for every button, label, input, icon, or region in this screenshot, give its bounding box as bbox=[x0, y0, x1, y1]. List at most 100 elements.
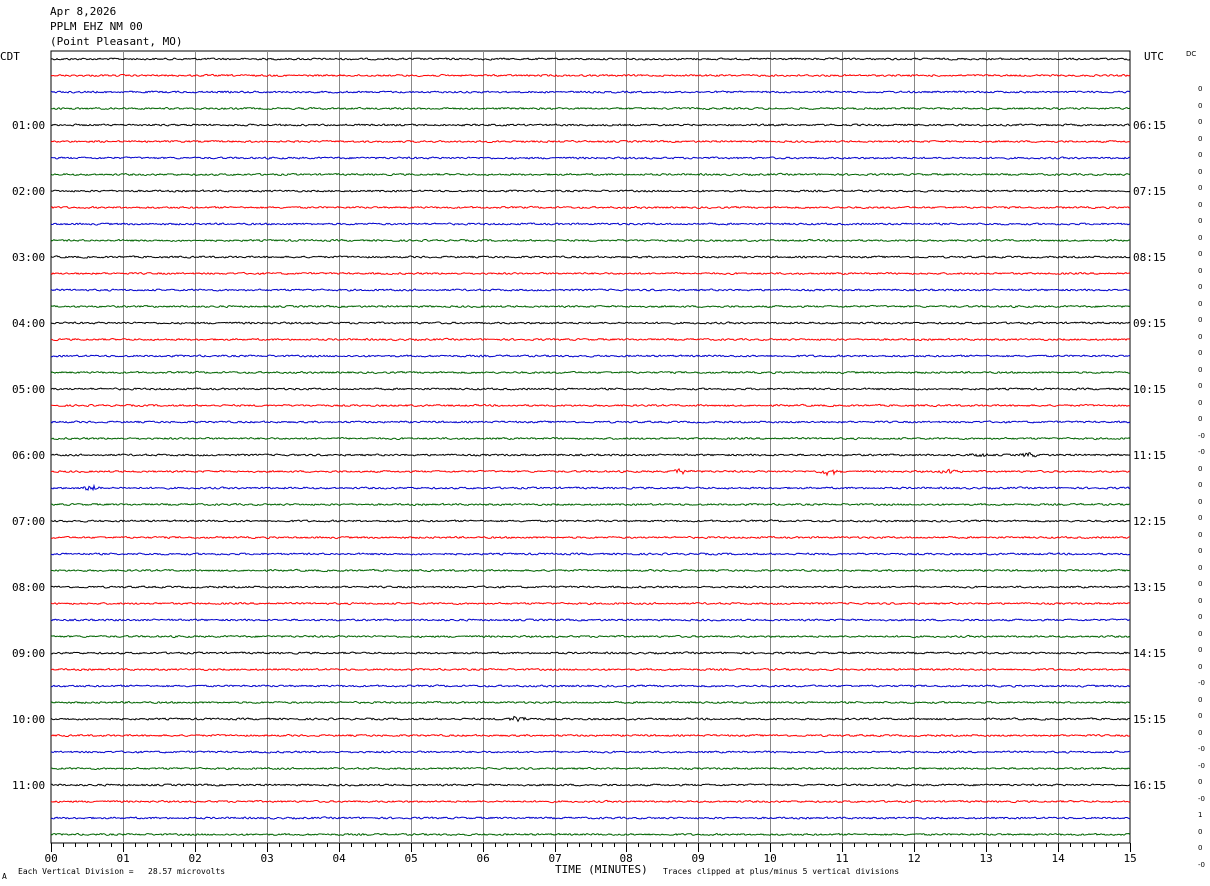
dc-offset-value: 0 bbox=[1198, 316, 1203, 324]
local-time-label: 05:00 bbox=[12, 383, 46, 396]
x-tick-label: 05 bbox=[404, 852, 418, 865]
trace-line bbox=[50, 651, 1131, 655]
dc-offset-value: 0 bbox=[1198, 151, 1203, 159]
right-timezone-label: UTC bbox=[1144, 50, 1164, 63]
dc-offset-value: 0 bbox=[1198, 629, 1203, 638]
dc-offset-header: DC bbox=[1186, 50, 1197, 58]
x-tick-label: 10 bbox=[763, 852, 777, 865]
dc-offset-value: 0 bbox=[1198, 728, 1203, 737]
trace-line bbox=[50, 304, 1131, 309]
plot-frame bbox=[50, 50, 1131, 844]
trace-line bbox=[50, 483, 1131, 492]
x-tick-label: 12 bbox=[907, 852, 921, 865]
trace-line bbox=[50, 238, 1131, 243]
trace-line bbox=[50, 172, 1131, 177]
trace-line bbox=[50, 816, 1131, 820]
dc-offset-value: 0 bbox=[1198, 827, 1203, 836]
local-time-label: 02:00 bbox=[12, 185, 46, 198]
local-time-label: 09:00 bbox=[12, 647, 46, 660]
trace-line bbox=[50, 468, 1131, 477]
utc-time-label: 14:15 bbox=[1133, 647, 1167, 660]
clip-note: Traces clipped at plus/minus 5 vertical … bbox=[663, 867, 900, 876]
dc-offset-value: 0 bbox=[1198, 662, 1203, 671]
trace-line bbox=[50, 684, 1131, 688]
dc-offset-value: 0 bbox=[1198, 167, 1203, 176]
trace-line bbox=[50, 156, 1131, 160]
trace-line bbox=[50, 766, 1131, 771]
x-tick-label: 11 bbox=[835, 852, 849, 865]
dc-offset-value: 0 bbox=[1198, 646, 1203, 654]
dc-offset-value: 0 bbox=[1198, 464, 1203, 473]
dc-offset-value: 0 bbox=[1198, 184, 1203, 192]
x-tick-label: 07 bbox=[548, 852, 562, 865]
dc-offset-value: 0 bbox=[1198, 613, 1203, 621]
dc-offset-value: 0 bbox=[1198, 530, 1203, 539]
grid bbox=[50, 50, 1131, 844]
trace-line bbox=[50, 568, 1130, 573]
x-tick-label: 14 bbox=[1051, 852, 1065, 865]
dc-offset-value: 0 bbox=[1198, 580, 1203, 588]
trace-line bbox=[50, 271, 1131, 276]
dc-offset-value: 0 bbox=[1198, 712, 1203, 720]
left-timezone-label: CDT bbox=[0, 50, 20, 63]
trace-line bbox=[50, 799, 1131, 804]
trace-line bbox=[50, 321, 1131, 325]
trace-line bbox=[50, 57, 1131, 61]
x-tick-label: 04 bbox=[332, 852, 346, 865]
dc-offset-value: -0 bbox=[1198, 745, 1205, 753]
local-time-label: 11:00 bbox=[12, 779, 46, 792]
station-location: (Point Pleasant, MO) bbox=[50, 35, 183, 48]
trace-line bbox=[50, 832, 1131, 837]
x-tick-label: 01 bbox=[116, 852, 130, 865]
dc-offset-value: 1 bbox=[1198, 811, 1203, 819]
dc-offset-value: -0 bbox=[1198, 448, 1205, 456]
trace-line bbox=[50, 783, 1131, 787]
trace-line bbox=[51, 337, 1131, 342]
trace-line bbox=[50, 370, 1131, 375]
dc-offset-value: 0 bbox=[1198, 398, 1203, 407]
trace-line bbox=[50, 436, 1131, 441]
dc-offset-value: 0 bbox=[1198, 217, 1203, 225]
x-tick-label: 09 bbox=[691, 852, 705, 865]
trace-line bbox=[50, 354, 1131, 358]
trace-line bbox=[50, 601, 1131, 606]
dc-offset-value: 0 bbox=[1198, 844, 1203, 852]
trace-line bbox=[50, 73, 1131, 78]
dc-offset-value: 0 bbox=[1198, 134, 1203, 143]
utc-time-label: 06:15 bbox=[1133, 119, 1167, 132]
utc-time-label: 09:15 bbox=[1133, 317, 1167, 330]
trace-line bbox=[50, 288, 1131, 292]
local-time-label: 01:00 bbox=[12, 119, 46, 132]
local-time-label: 10:00 bbox=[12, 713, 46, 726]
dc-offset-value: -0 bbox=[1198, 431, 1205, 440]
x-tick-label: 02 bbox=[188, 852, 202, 865]
utc-time-label: 10:15 bbox=[1133, 383, 1167, 396]
utc-time-label: 13:15 bbox=[1133, 581, 1167, 594]
trace-line bbox=[50, 519, 1131, 523]
trace-line bbox=[50, 733, 1131, 738]
x-tick-label: 00 bbox=[44, 852, 58, 865]
trace-line bbox=[50, 420, 1131, 424]
trace-line bbox=[50, 535, 1131, 540]
utc-time-label: 15:15 bbox=[1133, 713, 1167, 726]
trace-line bbox=[50, 255, 1131, 259]
seismic-traces bbox=[50, 57, 1131, 837]
trace-line bbox=[50, 618, 1131, 622]
scale-note: Each Vertical Division = 28.57 microvolt… bbox=[18, 867, 226, 876]
trace-line bbox=[50, 750, 1131, 754]
dc-offset-value: 0 bbox=[1198, 497, 1203, 506]
trace-line bbox=[50, 667, 1131, 672]
trace-line bbox=[50, 123, 1131, 127]
station-code: PPLM EHZ NM 00 bbox=[50, 20, 143, 33]
dc-offset-value: 0 bbox=[1198, 200, 1203, 209]
x-tick-label: 06 bbox=[476, 852, 490, 865]
dc-offset-value: 0 bbox=[1198, 365, 1203, 374]
dc-offset-value: 0 bbox=[1198, 299, 1203, 308]
x-tick-label: 03 bbox=[260, 852, 274, 865]
dc-offset-value: 0 bbox=[1198, 547, 1203, 555]
dc-offset-value: 0 bbox=[1198, 415, 1203, 423]
trace-line bbox=[50, 452, 1131, 458]
utc-time-label: 16:15 bbox=[1133, 779, 1167, 792]
trace-line bbox=[50, 700, 1131, 705]
